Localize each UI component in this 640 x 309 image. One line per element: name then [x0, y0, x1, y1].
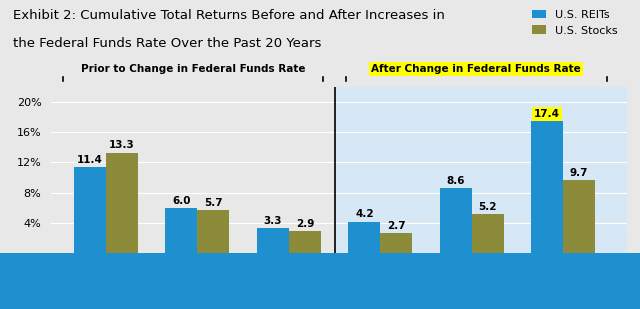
Bar	[198, 210, 230, 253]
Bar	[380, 233, 412, 253]
Text: the Federal Funds Rate Over the Past 20 Years: the Federal Funds Rate Over the Past 20 …	[13, 37, 321, 50]
Bar	[335, 87, 640, 253]
Bar	[472, 214, 504, 253]
Text: 8.6: 8.6	[447, 176, 465, 186]
Bar	[531, 121, 563, 253]
Text: 6.0: 6.0	[172, 196, 191, 205]
Bar	[289, 231, 321, 253]
Text: Exhibit 2: Cumulative Total Returns Before and After Increases in: Exhibit 2: Cumulative Total Returns Befo…	[13, 9, 445, 22]
Text: 4.2: 4.2	[355, 209, 374, 219]
Bar	[106, 153, 138, 253]
Bar	[563, 180, 595, 253]
Bar	[257, 228, 289, 253]
Text: 11.4: 11.4	[77, 154, 103, 165]
Text: After Change in Federal Funds Rate: After Change in Federal Funds Rate	[371, 64, 581, 74]
Text: 9.7: 9.7	[570, 167, 588, 178]
Bar	[348, 222, 380, 253]
Text: 2.9: 2.9	[296, 219, 314, 229]
Text: 2.7: 2.7	[387, 221, 406, 231]
Text: 17.4: 17.4	[534, 109, 560, 119]
Bar	[166, 208, 198, 253]
Bar	[51, 253, 627, 276]
Text: 5.2: 5.2	[479, 202, 497, 212]
Legend: U.S. REITs, U.S. Stocks: U.S. REITs, U.S. Stocks	[528, 5, 621, 40]
Text: 5.7: 5.7	[204, 198, 223, 208]
Bar	[440, 188, 472, 253]
Text: 13.3: 13.3	[109, 140, 135, 150]
Text: 3.3: 3.3	[264, 216, 282, 226]
Text: Prior to Change in Federal Funds Rate: Prior to Change in Federal Funds Rate	[81, 64, 305, 74]
Bar	[74, 167, 106, 253]
